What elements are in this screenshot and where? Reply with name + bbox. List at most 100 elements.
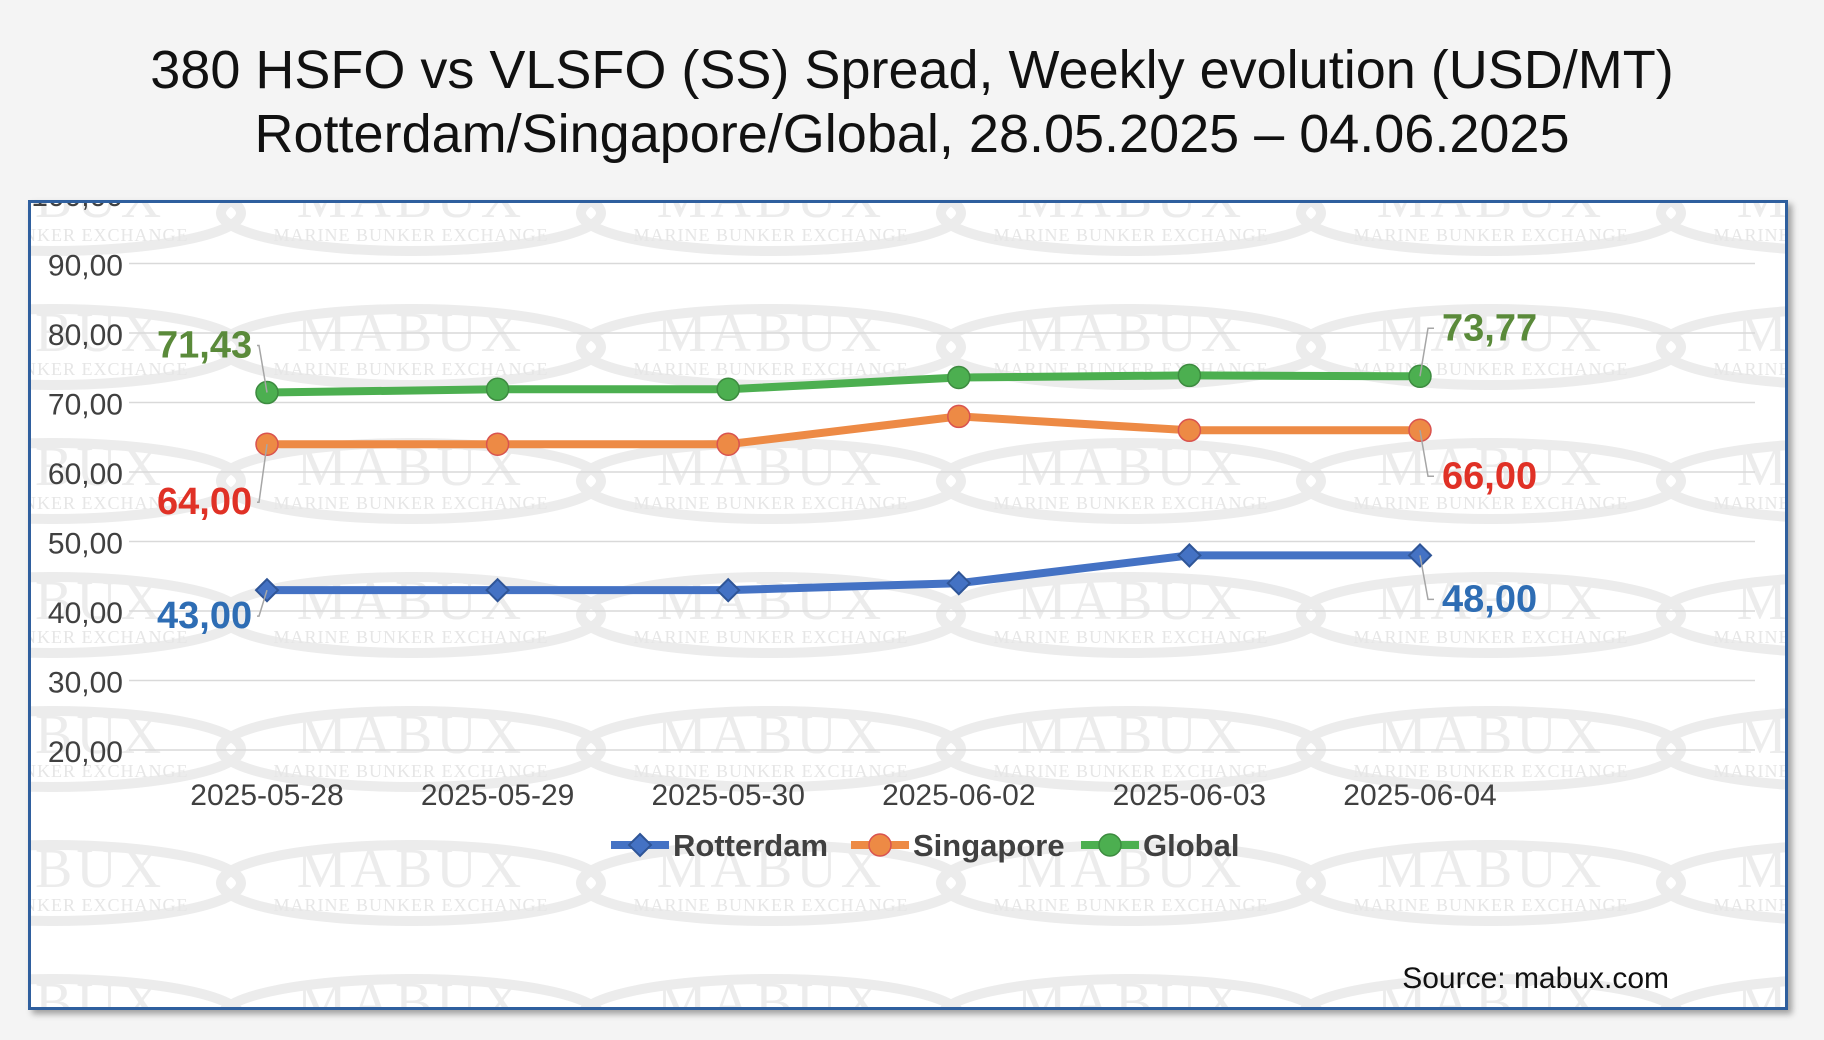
- watermark-swoosh: [1296, 304, 1686, 390]
- watermark-tagline: MARINE BUNKER EXCHANGE: [274, 359, 549, 379]
- watermark-swoosh: [0, 572, 246, 658]
- watermark-tagline: MARINE BUNKER EXCHANGE: [994, 761, 1269, 781]
- data-label-singapore-first: 64,00: [157, 481, 252, 523]
- leader-line: [1419, 327, 1434, 377]
- watermark-swoosh: [216, 304, 606, 390]
- watermark-swoosh: [216, 706, 606, 792]
- data-point-global: [716, 377, 740, 402]
- watermark-brand: MABUX: [657, 704, 885, 766]
- watermark-tagline: MARINE BUNKER EXCHANGE: [994, 493, 1269, 513]
- x-axis-ticks: 2025-05-28 2025-05-29 2025-05-30 2025-06-02…: [190, 779, 1496, 812]
- series-singapore: [255, 404, 1432, 456]
- watermark-brand: MABUX: [1017, 436, 1245, 498]
- watermark-tagline: MARINE BUNKER EXCHANGE: [634, 895, 909, 915]
- watermark-tagline: MARINE BUNKER EXCHANGE: [1714, 493, 1786, 513]
- data-point-global: [485, 377, 510, 402]
- series-layer: [254, 363, 1433, 603]
- watermark-tagline: MARINE BUNKER EXCHANGE: [274, 895, 549, 915]
- data-point-singapore: [485, 432, 510, 456]
- watermark-brand: MABUX: [657, 972, 885, 1007]
- watermark-tagline: MARINE BUNKER EXCHANGE: [274, 761, 549, 781]
- watermark-tagline: MARINE BUNKER EXCHANGE: [1714, 225, 1786, 245]
- watermark-tagline: MARINE BUNKER EXCHANGE: [274, 225, 549, 245]
- watermark-tagline: MARINE BUNKER EXCHANGE: [274, 493, 549, 513]
- watermark-brand: MABUX: [31, 838, 165, 900]
- legend-item-rotterdam: Rotterdam: [611, 828, 828, 863]
- watermark-swoosh: [1656, 438, 1824, 524]
- watermark-brand: MABUX: [1017, 704, 1245, 766]
- watermark-tagline: MARINE BUNKER EXCHANGE: [31, 761, 189, 781]
- watermark-brand: MABUX: [657, 838, 885, 900]
- watermark-tagline: MARINE BUNKER EXCHANGE: [1714, 761, 1786, 781]
- watermark-swoosh: [576, 706, 966, 792]
- watermark-swoosh: [0, 304, 246, 390]
- watermark-swoosh: [1296, 840, 1686, 926]
- y-tick-label: 20,00: [48, 736, 123, 769]
- y-tick-label: 50,00: [48, 528, 123, 561]
- watermark-tagline: MARINE BUNKER EXCHANGE: [1354, 895, 1629, 915]
- watermark-brand: MABUX: [657, 570, 885, 632]
- x-tick-label: 2025-06-04: [1343, 779, 1496, 812]
- data-point-rotterdam: [946, 570, 972, 596]
- watermark-swoosh: [936, 706, 1326, 792]
- watermark-brand: MABUX: [297, 838, 525, 900]
- watermark-brand: MABUX: [297, 704, 525, 766]
- y-tick-label: 90,00: [48, 250, 123, 283]
- watermark-swoosh: [1656, 170, 1824, 256]
- title-line-2: Rotterdam/Singapore/Global, 28.05.2025 –…: [254, 104, 1570, 164]
- watermark-brand: MABUX: [1377, 570, 1605, 632]
- watermark-tagline: MARINE BUNKER EXCHANGE: [31, 359, 189, 379]
- watermark-tagline: MARINE BUNKER EXCHANGE: [274, 627, 549, 647]
- watermark-swoosh: [0, 706, 246, 792]
- watermark-swoosh: [0, 438, 246, 524]
- watermark-swoosh: [216, 840, 606, 926]
- series-line-singapore: [267, 412, 1420, 449]
- legend-label: Global: [1143, 828, 1239, 863]
- watermark-tagline: MARINE BUNKER EXCHANGE: [1354, 225, 1629, 245]
- x-tick-label: 2025-05-29: [421, 779, 574, 812]
- legend-marker: [1098, 833, 1122, 857]
- watermark-brand: MABUX: [1017, 570, 1245, 632]
- watermark-brand: MABUX: [297, 570, 525, 632]
- legend-item-global: Global: [1081, 828, 1239, 863]
- x-tick-label: 2025-06-03: [1113, 779, 1266, 812]
- watermark-tagline: MARINE BUNKER EXCHANGE: [1714, 359, 1786, 379]
- watermark-swoosh: [1296, 706, 1686, 792]
- watermark-swoosh: [0, 840, 246, 926]
- watermark-swoosh: [576, 840, 966, 926]
- watermark-tagline: MARINE BUNKER EXCHANGE: [994, 627, 1269, 647]
- watermark-tagline: MARINE BUNKER EXCHANGE: [31, 225, 189, 245]
- legend-marker: [868, 833, 892, 857]
- data-point-singapore: [947, 404, 971, 429]
- watermark-swoosh: [1656, 840, 1824, 926]
- leader-line: [257, 444, 268, 503]
- watermark-brand: MABUX: [31, 972, 165, 1007]
- watermark-swoosh: [1296, 438, 1686, 524]
- watermark-tagline: MARINE BUNKER EXCHANGE: [1714, 627, 1786, 647]
- data-labels: 43,00 48,00 64,00 66,00 71,43 73,77: [157, 307, 1537, 637]
- watermark-brand: MABUX: [1377, 838, 1605, 900]
- watermark-brand: MABUX: [1737, 838, 1785, 900]
- data-point-singapore: [1177, 418, 1202, 443]
- series-line-global: [266, 371, 1421, 397]
- watermark-brand: MABUX: [1737, 570, 1785, 632]
- series-rotterdam: [254, 542, 1433, 603]
